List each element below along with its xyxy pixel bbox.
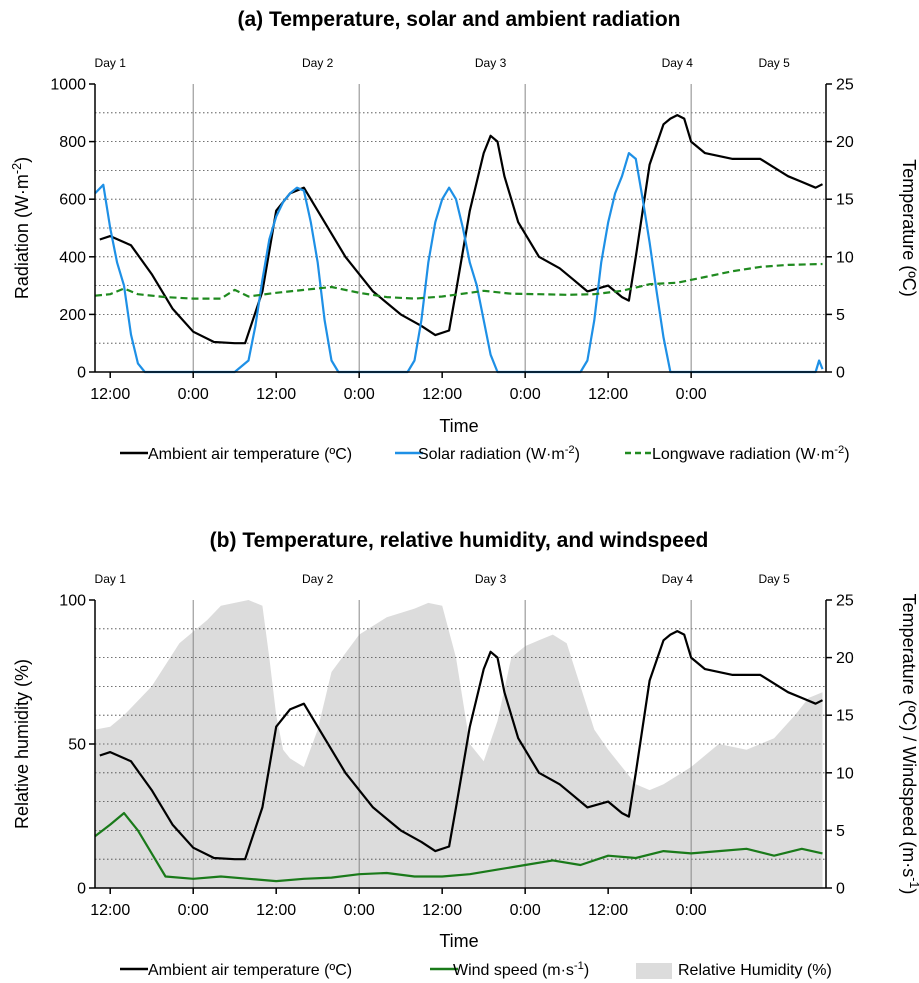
legend-label: Ambient air temperature (ºC) (148, 962, 352, 979)
day-label: Day 5 (758, 56, 790, 70)
x-tick-label: 0:00 (178, 902, 209, 919)
left-tick-label: 0 (77, 881, 86, 898)
chart-title: (b) Temperature, relative humidity, and … (210, 529, 709, 552)
series-line-longwave-radiation-w-m (94, 262, 823, 300)
x-tick-label: 12:00 (256, 386, 296, 403)
right-tick-label: 5 (836, 307, 845, 324)
y-axis-left-label: Radiation (W·m-2) (10, 157, 32, 299)
series-line-wind-speed-m-s (94, 812, 823, 883)
x-tick-label: 0:00 (510, 386, 541, 403)
day-label: Day 4 (662, 572, 694, 586)
x-axis-label: Time (439, 416, 478, 436)
day-label: Day 4 (662, 56, 694, 70)
x-tick-label: 12:00 (256, 902, 296, 919)
right-tick-label: 15 (836, 708, 854, 725)
day-label: Day 3 (475, 56, 507, 70)
legend-label: Wind speed (m·s-1) (453, 960, 589, 979)
day-label: Day 1 (95, 572, 127, 586)
left-tick-label: 600 (59, 192, 86, 209)
right-tick-label: 25 (836, 593, 854, 610)
legend-label: Relative Humidity (%) (678, 962, 832, 979)
x-tick-label: 12:00 (90, 902, 130, 919)
series-line-ambient-air-temperature-c (99, 114, 823, 345)
right-tick-label: 10 (836, 249, 854, 266)
legend-swatch-area (636, 963, 672, 979)
right-tick-label: 10 (836, 765, 854, 782)
day-label: Day 1 (95, 56, 127, 70)
chart-title: (a) Temperature, solar and ambient radia… (237, 8, 680, 31)
series-area-relative-humidity (95, 600, 823, 888)
x-tick-label: 12:00 (422, 902, 462, 919)
panel-a-radiation-temperature: (a) Temperature, solar and ambient radia… (10, 8, 919, 463)
x-tick-label: 12:00 (588, 902, 628, 919)
y-axis-right-label: Temperature (ºC) / Windspeed (m·s-1) (899, 594, 919, 895)
panel-b-humidity-wind: (b) Temperature, relative humidity, and … (12, 529, 919, 979)
right-tick-label: 0 (836, 365, 845, 382)
left-tick-label: 800 (59, 134, 86, 151)
right-tick-label: 15 (836, 192, 854, 209)
right-tick-label: 5 (836, 823, 845, 840)
y-axis-left-label: Relative humidity (%) (12, 659, 32, 829)
x-tick-label: 12:00 (422, 386, 462, 403)
legend-label: Solar radiation (W·m-2) (418, 444, 580, 463)
x-tick-label: 0:00 (344, 386, 375, 403)
x-tick-label: 0:00 (344, 902, 375, 919)
series-line-ambient-air-temperature-c (99, 630, 823, 861)
x-tick-label: 0:00 (676, 386, 707, 403)
left-tick-label: 100 (59, 593, 86, 610)
left-tick-label: 0 (77, 365, 86, 382)
right-tick-label: 0 (836, 881, 845, 898)
left-tick-label: 200 (59, 307, 86, 324)
legend-label: Ambient air temperature (ºC) (148, 446, 352, 463)
legend-label: Longwave radiation (W·m-2) (652, 444, 850, 463)
series-line-solar-radiation-w-m (94, 152, 824, 374)
y-axis-right-label: Temperature (ºC) (899, 159, 919, 297)
day-label: Day 2 (302, 572, 334, 586)
day-label: Day 3 (475, 572, 507, 586)
x-tick-label: 12:00 (588, 386, 628, 403)
x-axis-label: Time (439, 931, 478, 951)
left-tick-label: 50 (68, 737, 86, 754)
day-label: Day 5 (758, 572, 790, 586)
left-tick-label: 1000 (50, 77, 86, 94)
x-tick-label: 0:00 (178, 386, 209, 403)
right-tick-label: 20 (836, 650, 854, 667)
x-tick-label: 0:00 (510, 902, 541, 919)
right-tick-label: 20 (836, 134, 854, 151)
day-label: Day 2 (302, 56, 334, 70)
x-tick-label: 12:00 (90, 386, 130, 403)
left-tick-label: 400 (59, 249, 86, 266)
x-tick-label: 0:00 (676, 902, 707, 919)
right-tick-label: 25 (836, 77, 854, 94)
